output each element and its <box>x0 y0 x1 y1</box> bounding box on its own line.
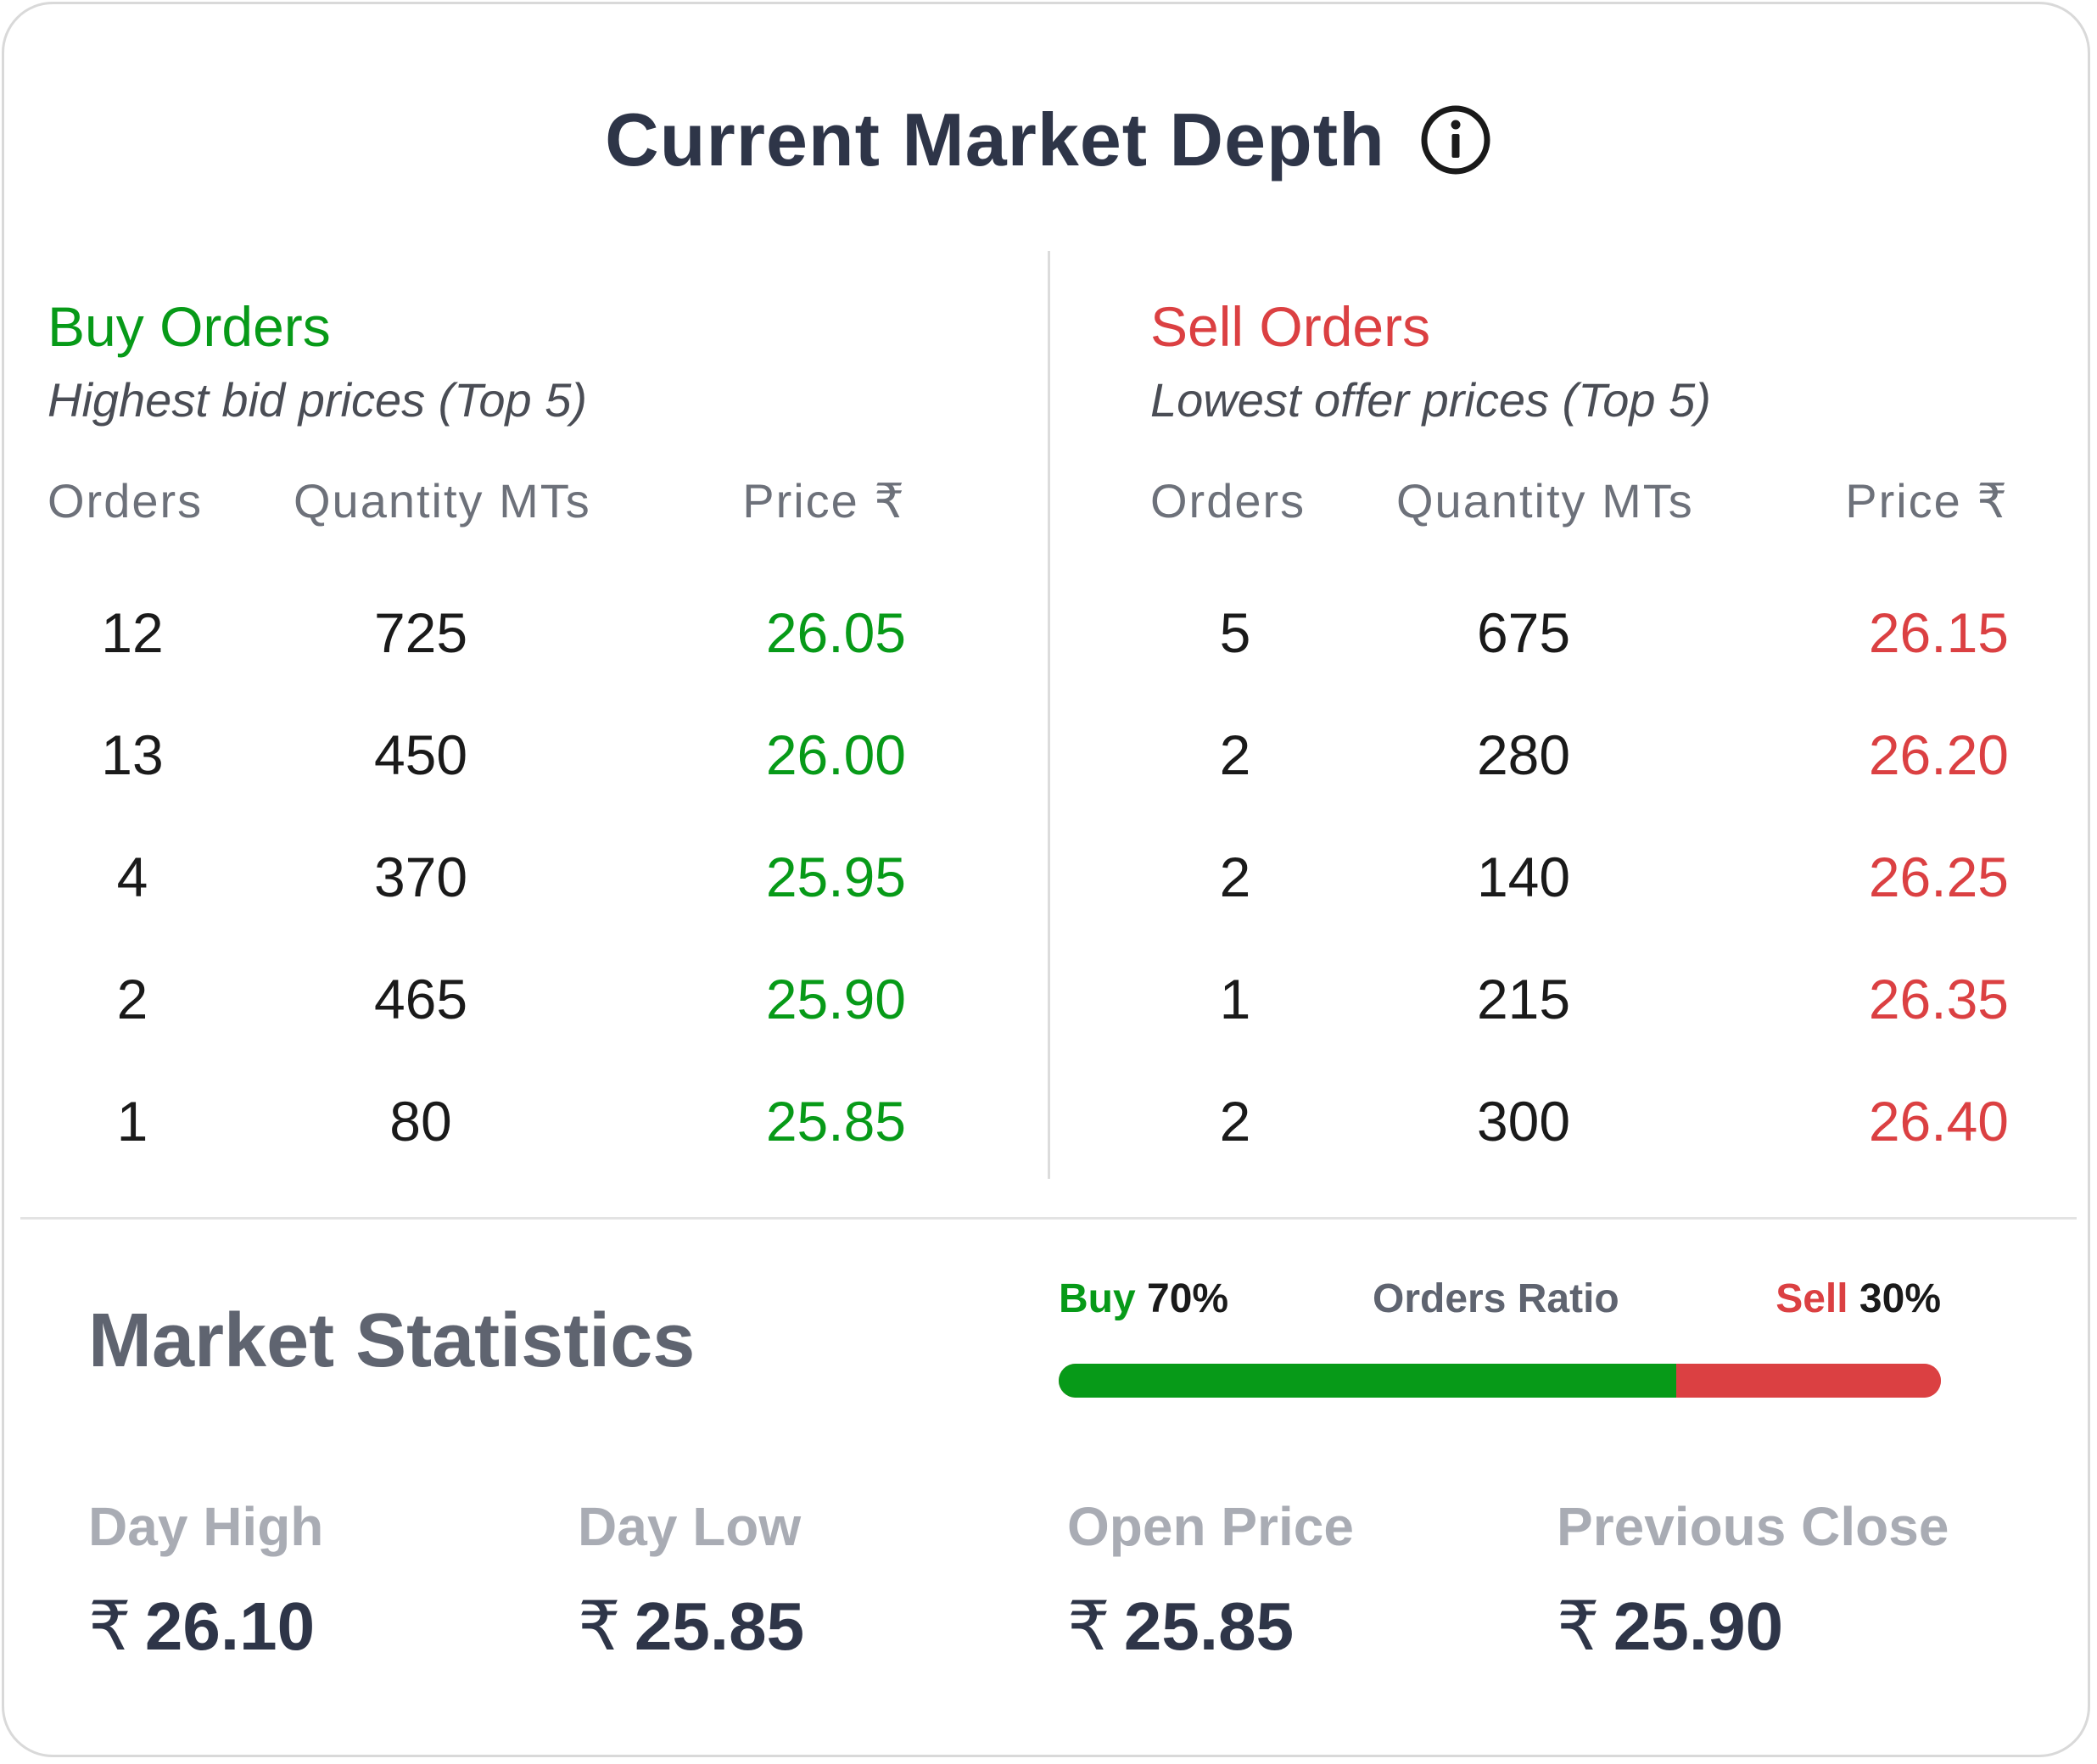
sell-orders-panel: Sell Orders Lowest offer prices (Top 5) … <box>1150 288 2083 1194</box>
table-row: 13 450 26.00 <box>48 706 981 828</box>
cell-quantity: 80 <box>389 1090 452 1153</box>
cell-price: 26.20 <box>1868 723 2009 786</box>
ratio-buy-label: Buy 70% <box>1059 1276 1228 1322</box>
sell-rows: 5 675 26.15 2 280 26.20 2 140 26.25 1 21… <box>1150 583 2083 1194</box>
cell-quantity: 280 <box>1476 723 1571 786</box>
ratio-sell-value: 30% <box>1859 1276 1941 1321</box>
ratio-buy-value: 70% <box>1147 1276 1229 1321</box>
buy-column-headers: Orders Quantity MTs Price ₹ <box>48 465 981 550</box>
sell-orders-title: Sell Orders <box>1150 295 1431 358</box>
ratio-bar-sell-fill <box>1676 1364 1941 1398</box>
cell-orders: 12 <box>101 601 164 664</box>
cell-orders: 1 <box>1219 968 1251 1030</box>
stat-label: Open Price <box>1067 1496 1354 1557</box>
stat-number: 26.10 <box>144 1588 316 1664</box>
page-title: Current Market Depth <box>605 98 1385 181</box>
column-divider <box>1048 251 1050 1179</box>
buy-orders-panel: Buy Orders Highest bid prices (Top 5) Or… <box>48 288 981 1194</box>
stat-day-low: Day Low ₹25.85 <box>578 1488 1053 1673</box>
cell-orders: 2 <box>116 968 148 1030</box>
cell-price: 26.05 <box>765 601 906 664</box>
buy-orders-title: Buy Orders <box>48 295 331 358</box>
table-row: 4 370 25.95 <box>48 828 981 950</box>
sell-column-headers: Orders Quantity MTs Price ₹ <box>1150 465 2083 550</box>
cell-quantity: 300 <box>1476 1090 1571 1153</box>
col-header-orders: Orders <box>1150 474 1306 528</box>
rupee-symbol: ₹ <box>1557 1588 1600 1664</box>
rupee-symbol: ₹ <box>578 1588 621 1664</box>
cell-quantity: 450 <box>373 723 468 786</box>
cell-price: 25.90 <box>765 968 906 1030</box>
table-row: 2 280 26.20 <box>1150 706 2083 828</box>
buy-orders-subtitle: Highest bid prices (Top 5) <box>48 373 588 427</box>
col-header-orders: Orders <box>48 474 204 528</box>
cell-quantity: 370 <box>373 846 468 908</box>
stat-day-high: Day High ₹26.10 <box>88 1488 563 1673</box>
table-row: 5 675 26.15 <box>1150 583 2083 706</box>
buy-rows: 12 725 26.05 13 450 26.00 4 370 25.95 2 … <box>48 583 981 1194</box>
col-header-quantity: Quantity MTs <box>1396 474 1694 528</box>
table-row: 1 215 26.35 <box>1150 950 2083 1072</box>
stat-number: 25.85 <box>634 1588 805 1664</box>
header: Current Market Depth <box>0 85 2097 195</box>
stat-value: ₹25.90 <box>1557 1580 2032 1673</box>
table-row: 12 725 26.05 <box>48 583 981 706</box>
cell-price: 25.85 <box>765 1090 906 1153</box>
cell-quantity: 725 <box>373 601 468 664</box>
table-row: 2 465 25.90 <box>48 950 981 1072</box>
col-header-price: Price ₹ <box>1845 474 2009 528</box>
ratio-sell-text: Sell <box>1775 1276 1848 1321</box>
cell-price: 26.40 <box>1868 1090 2009 1153</box>
market-statistics-title: Market Statistics <box>88 1298 696 1383</box>
stat-value: ₹26.10 <box>88 1580 563 1673</box>
ratio-sell-label: Sell 30% <box>1775 1276 1941 1322</box>
cell-quantity: 140 <box>1476 846 1571 908</box>
cell-orders: 2 <box>1219 723 1251 786</box>
ratio-bar-buy-fill <box>1059 1364 1676 1398</box>
cell-orders: 2 <box>1219 846 1251 908</box>
stat-number: 25.85 <box>1123 1588 1295 1664</box>
cell-price: 26.00 <box>765 723 906 786</box>
orders-ratio-bar <box>1059 1364 1941 1398</box>
stat-label: Previous Close <box>1557 1496 1949 1557</box>
ratio-title: Orders Ratio <box>1373 1276 1619 1321</box>
col-header-quantity: Quantity MTs <box>294 474 591 528</box>
cell-price: 26.35 <box>1868 968 2009 1030</box>
info-circle-icon[interactable] <box>1419 103 1492 176</box>
ratio-buy-text: Buy <box>1059 1276 1136 1321</box>
stat-previous-close: Previous Close ₹25.90 <box>1557 1488 2032 1673</box>
table-row: 1 80 25.85 <box>48 1072 981 1194</box>
cell-quantity: 215 <box>1476 968 1571 1030</box>
stat-value: ₹25.85 <box>578 1580 1053 1673</box>
section-divider <box>20 1217 2077 1220</box>
table-row: 2 300 26.40 <box>1150 1072 2083 1194</box>
stat-label: Day Low <box>578 1496 802 1557</box>
cell-price: 25.95 <box>765 846 906 908</box>
cell-orders: 1 <box>116 1090 148 1153</box>
cell-quantity: 465 <box>373 968 468 1030</box>
rupee-symbol: ₹ <box>88 1588 131 1664</box>
cell-quantity: 675 <box>1476 601 1571 664</box>
col-header-price: Price ₹ <box>742 474 906 528</box>
cell-orders: 13 <box>101 723 164 786</box>
cell-orders: 4 <box>116 846 148 908</box>
cell-price: 26.15 <box>1868 601 2009 664</box>
cell-price: 26.25 <box>1868 846 2009 908</box>
sell-orders-subtitle: Lowest offer prices (Top 5) <box>1150 373 1711 427</box>
orders-ratio-labels: Buy 70% Orders Ratio Sell 30% <box>1059 1276 1941 1335</box>
stat-value: ₹25.85 <box>1067 1580 1542 1673</box>
stat-number: 25.90 <box>1613 1588 1784 1664</box>
cell-orders: 2 <box>1219 1090 1251 1153</box>
rupee-symbol: ₹ <box>1067 1588 1110 1664</box>
stat-open-price: Open Price ₹25.85 <box>1067 1488 1542 1673</box>
cell-orders: 5 <box>1219 601 1251 664</box>
table-row: 2 140 26.25 <box>1150 828 2083 950</box>
stat-label: Day High <box>88 1496 324 1557</box>
